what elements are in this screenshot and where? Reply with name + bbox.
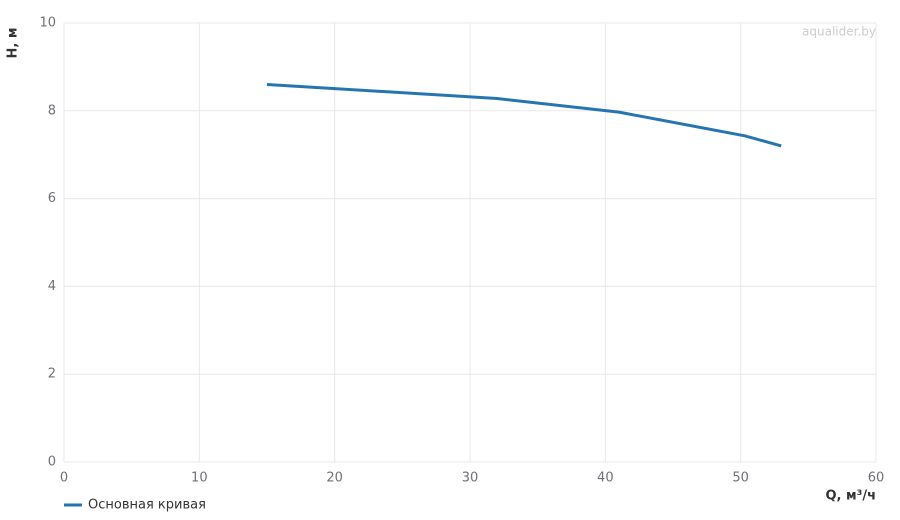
watermark: aqualider.by xyxy=(802,25,876,39)
y-tick-label: 8 xyxy=(48,103,56,118)
x-tick-label: 30 xyxy=(462,471,479,486)
y-tick-label: 4 xyxy=(48,279,56,294)
line xyxy=(266,82,782,148)
x-tick-label: 10 xyxy=(191,471,208,486)
y-tick-label: 2 xyxy=(48,367,56,382)
x-tick-label: 0 xyxy=(60,471,68,486)
y-axis-title: H, м xyxy=(6,28,21,59)
x-tick-label: 20 xyxy=(326,471,343,486)
x-tick-label: 60 xyxy=(868,471,885,486)
x-tick-label: 40 xyxy=(597,471,614,486)
y-tick-label: 10 xyxy=(39,16,56,31)
legend-label: Основная кривая xyxy=(88,498,206,513)
y-tick-label: 0 xyxy=(48,455,56,470)
x-tick-label: 50 xyxy=(732,471,749,486)
y-tick-label: 6 xyxy=(48,191,56,206)
x-axis-title: Q, м³/ч xyxy=(825,489,876,504)
